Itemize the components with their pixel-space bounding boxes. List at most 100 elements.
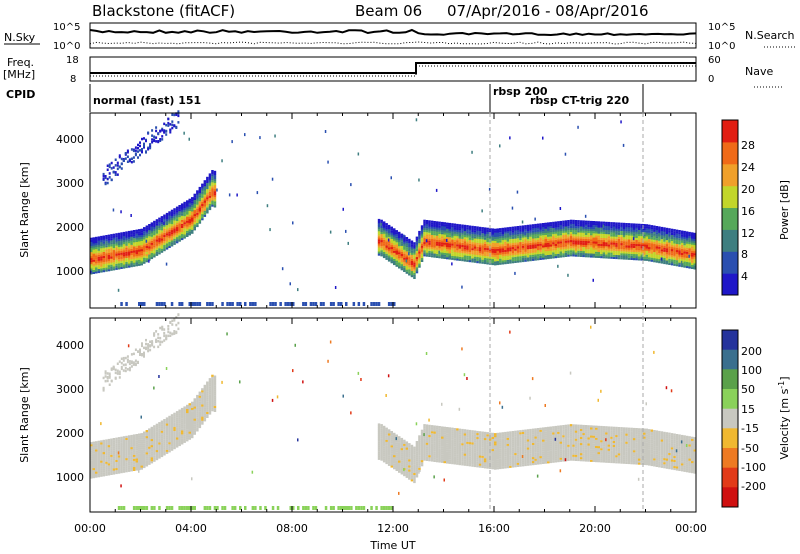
velocity-cell [125,460,128,463]
power-cell [663,235,666,238]
velocity-cell [193,418,196,421]
power-cell [102,245,106,248]
velocity-cell [206,411,209,414]
power-cell [534,258,537,261]
power-cell [529,232,532,235]
power-cell [382,233,386,236]
power-cell [405,261,409,264]
velocity-cell [329,506,333,510]
power-cell [377,239,381,242]
velocity-cell [425,352,428,355]
power-cell [107,252,111,255]
velocity-cell [130,469,133,472]
power-cell [663,247,666,250]
velocity-cell [438,430,441,433]
velocity-cell [122,456,126,459]
velocity-cell [423,458,426,461]
velocity-cell [175,443,179,446]
velocity-cell [206,389,209,392]
power-cell [138,302,141,306]
power-cell [196,222,199,225]
power-cell [115,267,118,270]
velocity-cell [377,455,381,458]
velocity-cell [191,411,194,414]
velocity-cell [292,369,294,373]
power-cell [107,250,111,253]
power-cell [491,228,494,231]
power-cell [612,250,616,253]
velocity-cell [413,454,416,457]
power-cell [607,252,611,255]
power-cell [673,243,676,246]
power-cell [491,252,494,255]
velocity-cell [393,448,396,452]
power-cell [186,206,189,209]
power-cell [155,245,159,248]
power-cell [539,241,542,244]
power-cell [691,238,694,241]
velocity-cell [153,459,156,462]
power-cell [145,150,147,153]
power-cell [476,252,479,255]
power-cell [504,249,507,252]
power-cell [584,232,588,235]
power-cell [425,246,429,249]
velocity-cell [117,437,121,440]
velocity-cell [112,446,116,449]
power-cell [610,244,613,247]
power-cell [163,230,166,233]
power-cell [102,235,106,238]
power-cell [673,263,676,266]
power-cell [483,247,487,250]
power-cell [443,224,446,227]
power-cell [579,244,583,247]
power-cell [617,248,621,252]
power-cell [105,249,108,252]
power-cell [132,244,136,247]
velocity-cell [132,452,136,455]
power-cell [380,237,383,241]
power-cell [539,245,542,248]
power-cell [438,243,441,247]
velocity-cell [127,467,131,470]
velocity-cell [135,450,138,453]
power-cell [655,232,659,235]
power-cell [418,249,421,252]
power-cell [165,123,168,127]
velocity-cell [178,429,181,432]
velocity-cell [415,451,419,454]
velocity-cell [160,426,164,429]
power-cell [163,129,166,132]
velocity-cell [211,403,214,406]
power-cell [178,229,181,232]
power-cell [597,227,600,230]
power-cell [648,255,651,258]
power-cell [110,167,113,170]
power-cell [643,258,646,261]
power-cell [683,259,686,262]
power-cell [415,256,419,260]
power-cell [153,241,156,244]
power-cell [554,245,558,248]
power-cell [157,132,160,136]
power-cell [534,248,537,251]
power-cell [531,236,535,239]
power-cell [499,144,501,148]
velocity-cell [168,450,171,453]
velocity-cell [110,462,113,465]
power-cell [451,249,454,252]
velocity-cell [138,435,141,438]
power-cell [637,237,641,241]
velocity-cell [203,390,207,394]
power-cell [592,241,595,244]
power-cell [122,233,126,237]
power-cell [587,251,590,254]
power-cell [97,256,101,259]
power-cell [605,240,608,243]
velocity-cell [342,506,345,510]
power-cell [408,246,411,250]
power-cell [625,257,628,260]
power-cell [620,228,623,231]
velocity-cell [213,381,217,384]
velocity-cell [110,470,113,473]
